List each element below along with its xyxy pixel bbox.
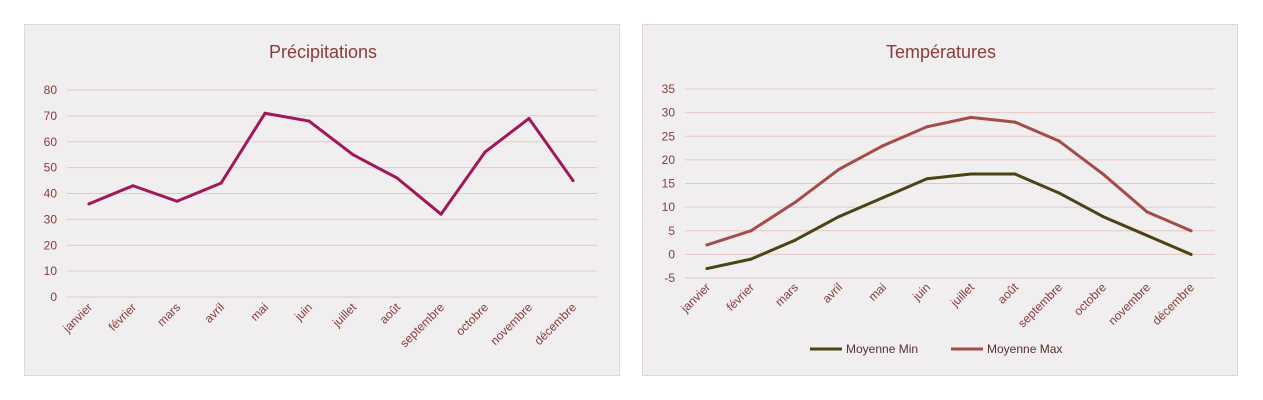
- data-point-moyenne-min: [1189, 252, 1193, 256]
- y-tick-label: 30: [44, 212, 58, 226]
- y-tick-label: 80: [44, 83, 58, 97]
- data-point-precipitation: [131, 184, 135, 188]
- temperature-chart: Températures -5 0 5 10 15 20 25 30 35 janvier fév…: [662, 42, 1215, 356]
- data-point-precipitation: [87, 202, 91, 206]
- data-point-moyenne-max: [969, 115, 973, 119]
- y-tick-label: 20: [662, 153, 676, 167]
- data-point-moyenne-min: [705, 267, 709, 271]
- x-tick-label: avril: [202, 300, 227, 325]
- temperature-chart-title: Températures: [886, 42, 996, 62]
- data-point-moyenne-max: [705, 243, 709, 247]
- x-tick-label: mai: [866, 280, 890, 304]
- x-tick-label: décembre: [1149, 280, 1197, 328]
- y-tick-label: 70: [44, 109, 58, 123]
- x-tick-label: août: [995, 280, 1022, 307]
- data-point-moyenne-max: [1057, 139, 1061, 143]
- data-point-precipitation: [307, 119, 311, 123]
- data-point-moyenne-min: [793, 238, 797, 242]
- legend-label-moyenne-min: Moyenne Min: [846, 342, 918, 356]
- data-point-moyenne-max: [837, 167, 841, 171]
- data-point-moyenne-max: [749, 229, 753, 233]
- y-tick-label: 40: [44, 187, 58, 201]
- x-tick-label: juin: [909, 280, 933, 304]
- x-tick-label: juin: [291, 300, 315, 324]
- temperature-chart-panel: Températures -5 0 5 10 15 20 25 30 35 janvier fév…: [642, 24, 1238, 376]
- x-tick-label: mars: [154, 300, 183, 329]
- data-point-precipitation: [219, 181, 223, 185]
- y-tick-label: 60: [44, 135, 58, 149]
- x-tick-label: novembre: [1105, 280, 1153, 328]
- legend-label-moyenne-max: Moyenne Max: [987, 342, 1062, 356]
- data-point-precipitation: [351, 153, 355, 157]
- y-tick-label: 10: [44, 264, 58, 278]
- y-tick-label: 0: [50, 290, 57, 304]
- series-line-precipitation: [87, 111, 575, 216]
- data-point-moyenne-min: [969, 172, 973, 176]
- x-tick-label: septembre: [397, 300, 447, 350]
- data-point-moyenne-min: [1145, 233, 1149, 237]
- y-tick-label: 15: [662, 177, 676, 191]
- x-tick-label: décembre: [531, 300, 579, 348]
- data-point-precipitation: [527, 116, 531, 120]
- x-tick-label: juillet: [329, 300, 359, 330]
- y-tick-label: 50: [44, 161, 58, 175]
- data-point-moyenne-min: [749, 257, 753, 261]
- y-tick-label: 5: [668, 224, 675, 238]
- data-point-moyenne-min: [881, 196, 885, 200]
- x-tick-label: janvier: [60, 300, 96, 336]
- data-point-moyenne-max: [1145, 210, 1149, 214]
- data-point-precipitation: [395, 176, 399, 180]
- x-tick-label: janvier: [678, 280, 714, 316]
- data-point-moyenne-max: [793, 200, 797, 204]
- data-point-moyenne-min: [1101, 215, 1105, 219]
- data-point-moyenne-min: [1013, 172, 1017, 176]
- x-tick-label: février: [106, 300, 139, 333]
- x-tick-label: octobre: [453, 300, 491, 338]
- x-tick-label: septembre: [1015, 280, 1065, 330]
- x-tick-label: octobre: [1071, 280, 1109, 318]
- data-point-moyenne-min: [837, 215, 841, 219]
- x-tick-label: août: [377, 300, 404, 327]
- data-point-moyenne-max: [1189, 229, 1193, 233]
- series-line-moyenne-max: [705, 115, 1193, 247]
- data-point-moyenne-min: [1057, 191, 1061, 195]
- data-point-moyenne-max: [1101, 172, 1105, 176]
- x-tick-label: mai: [248, 300, 272, 324]
- data-point-moyenne-max: [881, 144, 885, 148]
- y-tick-label: 20: [44, 238, 58, 252]
- y-tick-label: 30: [662, 106, 676, 120]
- y-tick-label: 0: [668, 247, 675, 261]
- x-tick-label: avril: [820, 280, 845, 305]
- data-point-moyenne-max: [925, 125, 929, 129]
- x-tick-label: mars: [772, 280, 801, 309]
- data-point-precipitation: [571, 179, 575, 183]
- precipitation-chart-panel: Précipitations 0 10 20 30 40 50 60 70 80 janvier…: [24, 24, 620, 376]
- series-line-moyenne-min: [705, 172, 1193, 271]
- data-point-moyenne-min: [925, 177, 929, 181]
- data-point-precipitation: [175, 199, 179, 203]
- y-tick-label: 10: [662, 200, 676, 214]
- x-tick-label: février: [724, 280, 757, 313]
- precipitation-chart: Précipitations 0 10 20 30 40 50 60 70 80 janvier…: [44, 42, 597, 350]
- y-tick-label: 25: [662, 129, 676, 143]
- data-point-precipitation: [483, 150, 487, 154]
- y-tick-label: -5: [664, 271, 675, 285]
- x-tick-label: novembre: [487, 300, 535, 348]
- data-point-moyenne-max: [1013, 120, 1017, 124]
- precipitation-chart-title: Précipitations: [269, 42, 377, 62]
- data-point-precipitation: [263, 111, 267, 115]
- y-tick-label: 35: [662, 82, 676, 96]
- temperature-legend: Moyenne Min Moyenne Max: [810, 342, 1062, 356]
- x-tick-label: juillet: [947, 280, 977, 310]
- data-point-precipitation: [439, 212, 443, 216]
